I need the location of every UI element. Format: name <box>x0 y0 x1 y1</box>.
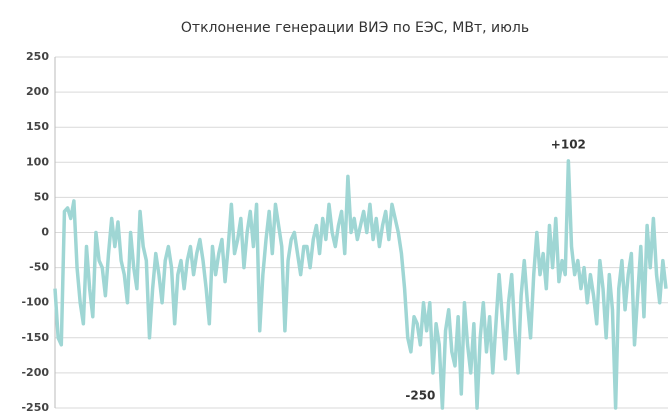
data-line <box>53 159 668 410</box>
annotation: -250 <box>405 389 435 403</box>
y-tick-label: -200 <box>21 366 49 379</box>
y-tick-label: 50 <box>34 190 50 203</box>
y-tick-label: 200 <box>26 85 49 98</box>
y-tick-label: 250 <box>26 50 49 63</box>
y-tick-label: -150 <box>21 331 49 344</box>
chart-title: Отклонение генерации ВИЭ по ЕЭС, МВт, ию… <box>181 20 529 36</box>
annotation: +102 <box>551 137 586 151</box>
y-tick-label: -100 <box>21 296 49 309</box>
y-tick-label: 0 <box>41 226 49 239</box>
y-tick-label: -50 <box>29 261 49 274</box>
y-tick-label: -250 <box>21 401 49 412</box>
y-tick-label: 100 <box>26 155 49 168</box>
y-tick-label: 150 <box>26 120 49 133</box>
